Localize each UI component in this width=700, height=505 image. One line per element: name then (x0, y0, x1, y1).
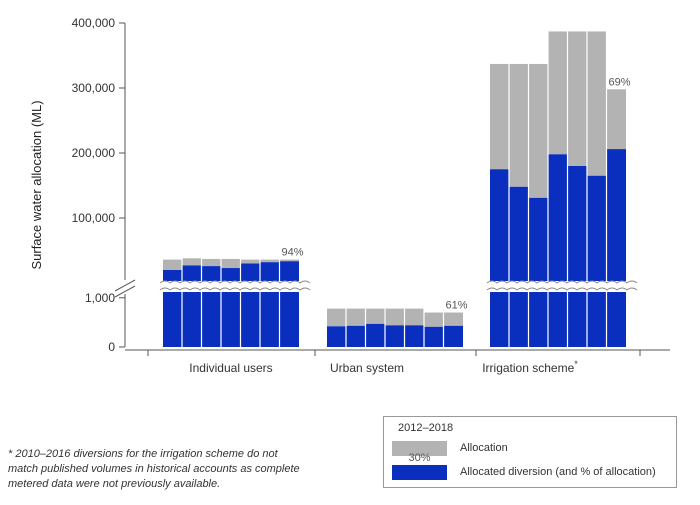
legend-swatch-allocation (392, 441, 447, 456)
bar-diversion (221, 268, 241, 347)
bar-allocation (587, 31, 607, 176)
bar-allocation (529, 63, 548, 198)
legend-swatch-diversion (392, 465, 447, 480)
bar-diversion (548, 154, 568, 347)
bar-allocation (509, 63, 529, 187)
bar-allocation (424, 312, 444, 327)
bar-diversion (260, 262, 280, 347)
bar-diversion (327, 326, 346, 347)
legend: 2012–2018 Allocation 30% Allocated diver… (383, 416, 677, 488)
bar-diversion (568, 166, 587, 347)
legend-label-allocation: Allocation (460, 442, 508, 454)
bar-allocation (280, 259, 299, 262)
pct-label: 94% (281, 247, 303, 259)
bar-diversion (424, 326, 444, 347)
axis-break-mark (114, 285, 136, 298)
bar-allocation (366, 308, 385, 324)
category-label: Irrigation scheme* (482, 359, 578, 375)
footnote: * 2010–2016 diversions for the irrigatio… (8, 448, 300, 490)
bar-allocation (490, 63, 509, 170)
y-tick-label: 0 (108, 340, 115, 354)
bar-diversion (366, 323, 385, 347)
y-tick-label: 1,000 (85, 291, 115, 305)
bar-diversion (405, 325, 424, 347)
bar-allocation (385, 308, 405, 326)
bar-diversion (202, 266, 221, 347)
y-tick-label: 300,000 (72, 81, 116, 95)
legend-example-pct: 30% (408, 452, 431, 464)
pct-label: 61% (445, 300, 467, 312)
legend-label-diversion: Allocated diversion (and % of allocation… (460, 466, 656, 478)
bar-diversion (529, 197, 548, 347)
pct-label: 69% (608, 76, 630, 88)
bar-diversion (346, 325, 366, 347)
bar-diversion (280, 261, 299, 347)
bar-allocation (260, 259, 280, 263)
bar-diversion (587, 175, 607, 347)
y-axis-label: Surface water allocation (ML) (29, 100, 44, 269)
bar-allocation (346, 308, 366, 326)
axis-break-mark (114, 279, 136, 292)
bar-diversion (182, 265, 202, 347)
bar-diversion (385, 325, 405, 347)
bar-allocation (221, 258, 241, 269)
bar-allocation (548, 31, 568, 155)
bar-break-line (159, 287, 311, 291)
bar-break-line (486, 280, 638, 284)
bar-diversion (444, 325, 463, 347)
category-label: Individual users (189, 361, 272, 375)
category-label: Urban system (330, 361, 404, 375)
bar-break-line (159, 280, 311, 284)
bar-diversion (509, 186, 529, 347)
legend-title: 2012–2018 (398, 422, 454, 434)
bar-allocation (202, 258, 221, 267)
bar-allocation (568, 31, 587, 167)
chart-area: Surface water allocation (ML) 100,000 200,… (29, 16, 673, 375)
bar-allocation (607, 89, 626, 150)
bar-allocation (182, 258, 202, 266)
y-tick-label: 200,000 (72, 146, 116, 160)
bar-allocation (241, 259, 260, 264)
bar-allocation (444, 312, 463, 326)
bar-allocation (405, 308, 424, 326)
bar-diversion (607, 149, 626, 347)
axis-break-band (108, 281, 673, 292)
bar-diversion (241, 263, 260, 347)
bar-allocation (327, 308, 346, 327)
y-tick-label: 100,000 (72, 211, 116, 225)
y-tick-label: 400,000 (72, 16, 116, 30)
bar-allocation (163, 259, 182, 270)
bar-break-line (486, 287, 638, 291)
bar-diversion (490, 169, 509, 347)
